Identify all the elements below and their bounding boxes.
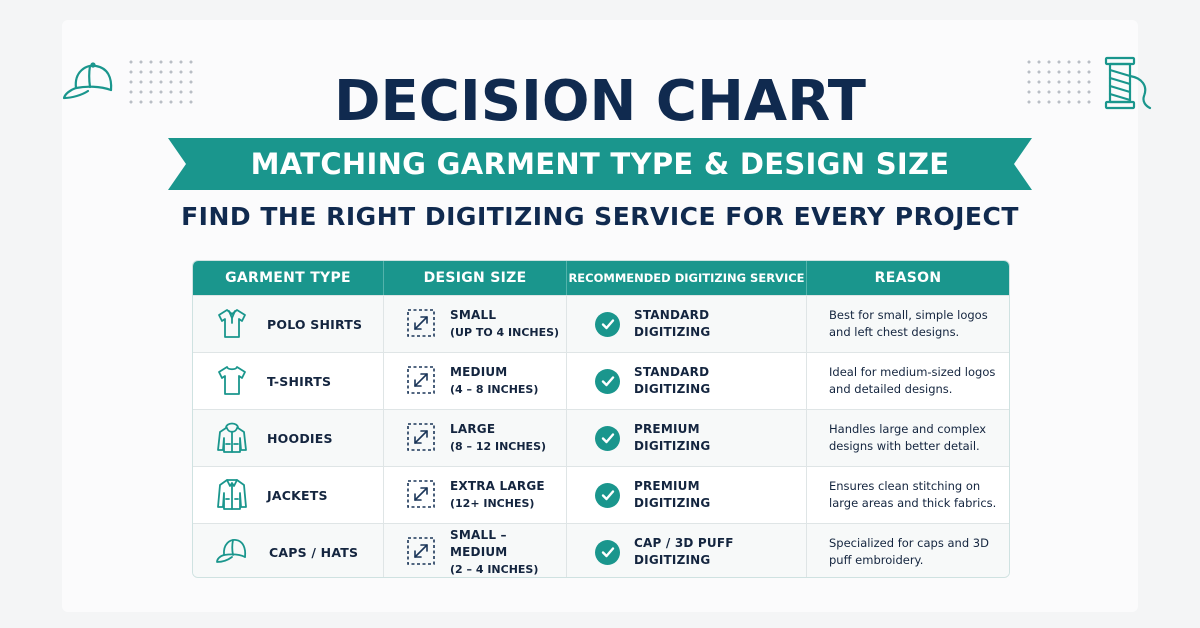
size-label: SMALL bbox=[450, 308, 497, 322]
cap-icon bbox=[62, 60, 120, 108]
reason-text: Best for small, simple logos and left ch… bbox=[829, 308, 988, 339]
size-range: (8 – 12 INCHES) bbox=[450, 440, 547, 453]
reason-text: Specialized for caps and 3D puff embroid… bbox=[829, 536, 989, 567]
garment-label: HOODIES bbox=[267, 430, 333, 446]
service-cell: PREMIUM DIGITIZING bbox=[567, 410, 807, 466]
table-row: POLO SHIRTS SMALL (UP TO 4 INCHES) STAND… bbox=[193, 295, 1009, 352]
polo-shirt-icon bbox=[215, 306, 249, 343]
hoodie-icon bbox=[215, 420, 249, 457]
garment-cell: POLO SHIRTS bbox=[193, 296, 384, 352]
size-label: EXTRA LARGE bbox=[450, 479, 545, 493]
dot-pattern-left bbox=[126, 57, 198, 109]
table-row: HOODIES LARGE (8 – 12 INCHES) PREMIUM DI… bbox=[193, 409, 1009, 466]
reason-text: Ensures clean stitching on large areas a… bbox=[829, 479, 997, 510]
resize-arrow-icon bbox=[406, 479, 436, 512]
column-header-garment-type: GARMENT TYPE bbox=[193, 261, 384, 295]
size-label: MEDIUM bbox=[450, 365, 508, 379]
garment-label: CAPS / HATS bbox=[269, 544, 359, 560]
dot-pattern-right bbox=[1024, 57, 1096, 109]
design-size-cell: SMALL – MEDIUM (2 – 4 INCHES) bbox=[384, 524, 567, 577]
size-label: SMALL – MEDIUM bbox=[450, 527, 508, 559]
check-icon bbox=[595, 539, 620, 565]
check-icon bbox=[595, 368, 620, 394]
subtitle: FIND THE RIGHT DIGITIZING SERVICE FOR EV… bbox=[181, 202, 1019, 231]
table-row: CAPS / HATS SMALL – MEDIUM (2 – 4 INCHES… bbox=[193, 523, 1009, 577]
page-title: DECISION CHART bbox=[334, 69, 866, 134]
garment-label: T-SHIRTS bbox=[267, 373, 332, 389]
column-header-recommended-service: RECOMMENDED DIGITIZING SERVICE bbox=[567, 261, 807, 295]
service-label: STANDARD DIGITIZING bbox=[634, 308, 711, 339]
garment-cell: JACKETS bbox=[193, 467, 384, 523]
size-label: LARGE bbox=[450, 422, 496, 436]
service-cell: PREMIUM DIGITIZING bbox=[567, 467, 807, 523]
check-icon bbox=[595, 425, 620, 451]
size-range: (2 – 4 INCHES) bbox=[450, 562, 539, 576]
check-icon bbox=[595, 482, 620, 508]
service-cell: CAP / 3D PUFF DIGITIZING bbox=[567, 524, 807, 577]
garment-cell: HOODIES bbox=[193, 410, 384, 466]
size-range: (UP TO 4 INCHES) bbox=[450, 326, 560, 339]
service-label: CAP / 3D PUFF DIGITIZING bbox=[634, 536, 734, 567]
garment-label: POLO SHIRTS bbox=[267, 316, 363, 332]
ribbon-banner: MATCHING GARMENT TYPE & DESIGN SIZE bbox=[168, 138, 1032, 190]
reason-cell: Specialized for caps and 3D puff embroid… bbox=[807, 524, 1009, 577]
table-header: GARMENT TYPE DESIGN SIZE RECOMMENDED DIG… bbox=[193, 261, 1009, 295]
reason-text: Ideal for medium-sized logos and detaile… bbox=[829, 365, 996, 396]
table-row: T-SHIRTS MEDIUM (4 – 8 INCHES) STANDARD … bbox=[193, 352, 1009, 409]
garment-label: JACKETS bbox=[267, 487, 328, 503]
size-range: (4 – 8 INCHES) bbox=[450, 383, 539, 396]
resize-arrow-icon bbox=[406, 365, 436, 398]
design-size-cell: LARGE (8 – 12 INCHES) bbox=[384, 410, 567, 466]
garment-cell: T-SHIRTS bbox=[193, 353, 384, 409]
table-row: JACKETS EXTRA LARGE (12+ INCHES) PREMIUM… bbox=[193, 466, 1009, 523]
design-size-cell: MEDIUM (4 – 8 INCHES) bbox=[384, 353, 567, 409]
column-header-reason: REASON bbox=[874, 270, 942, 286]
decision-table: GARMENT TYPE DESIGN SIZE RECOMMENDED DIG… bbox=[192, 260, 1010, 578]
resize-arrow-icon bbox=[406, 308, 436, 341]
cap-icon bbox=[215, 536, 251, 569]
jacket-icon bbox=[215, 477, 249, 514]
reason-cell: Best for small, simple logos and left ch… bbox=[807, 296, 1009, 352]
resize-arrow-icon bbox=[406, 422, 436, 455]
thread-spool-icon bbox=[1100, 56, 1154, 116]
service-label: PREMIUM DIGITIZING bbox=[634, 479, 711, 510]
resize-arrow-icon bbox=[406, 536, 436, 569]
service-label: PREMIUM DIGITIZING bbox=[634, 422, 711, 453]
service-label: STANDARD DIGITIZING bbox=[634, 365, 711, 396]
design-size-cell: SMALL (UP TO 4 INCHES) bbox=[384, 296, 567, 352]
tshirt-icon bbox=[215, 363, 249, 400]
reason-cell: Handles large and complex designs with b… bbox=[807, 410, 1009, 466]
table-body: POLO SHIRTS SMALL (UP TO 4 INCHES) STAND… bbox=[193, 295, 1009, 577]
column-header-design-size: DESIGN SIZE bbox=[384, 261, 567, 295]
service-cell: STANDARD DIGITIZING bbox=[567, 353, 807, 409]
service-cell: STANDARD DIGITIZING bbox=[567, 296, 807, 352]
reason-cell: Ensures clean stitching on large areas a… bbox=[807, 467, 1009, 523]
check-icon bbox=[595, 311, 620, 337]
ribbon-shape bbox=[168, 138, 1032, 190]
reason-cell: Ideal for medium-sized logos and detaile… bbox=[807, 353, 1009, 409]
garment-cell: CAPS / HATS bbox=[193, 524, 384, 577]
size-range: (12+ INCHES) bbox=[450, 497, 535, 510]
reason-text: Handles large and complex designs with b… bbox=[829, 422, 987, 453]
ribbon-text: MATCHING GARMENT TYPE & DESIGN SIZE bbox=[250, 147, 950, 181]
design-size-cell: EXTRA LARGE (12+ INCHES) bbox=[384, 467, 567, 523]
